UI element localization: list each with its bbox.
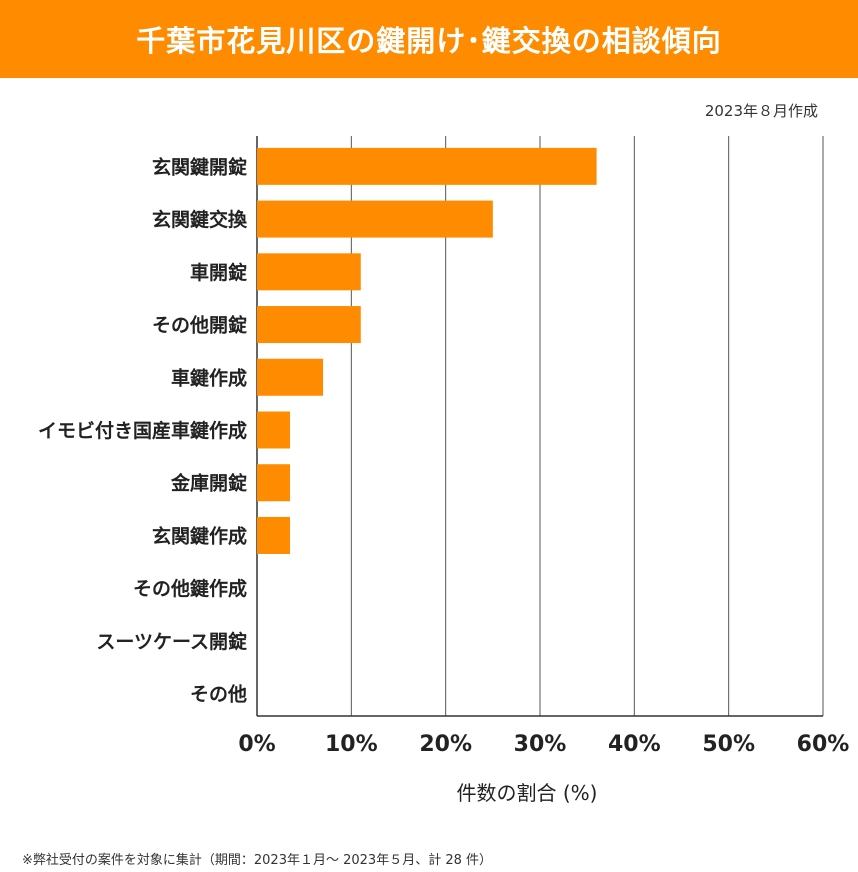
- category-label: スーツケース開錠: [96, 630, 247, 653]
- bar: [257, 306, 361, 344]
- category-label: イモビ付き国産車鍵作成: [38, 419, 247, 442]
- chart-title: 千葉市花見川区の鍵開け･鍵交換の相談傾向: [136, 24, 722, 58]
- category-label: 金庫開錠: [170, 472, 247, 495]
- date-label: 2023年８月作成: [704, 102, 818, 120]
- x-tick-label: 0%: [238, 732, 275, 757]
- category-label: 玄関鍵開錠: [152, 155, 247, 178]
- x-tick-label: 40%: [608, 732, 661, 757]
- x-tick-label: 60%: [797, 732, 850, 757]
- x-tick-label: 30%: [514, 732, 567, 757]
- bar: [257, 200, 493, 238]
- bar: [257, 411, 291, 449]
- category-label: 玄関鍵交換: [152, 208, 248, 231]
- category-label: その他: [190, 683, 247, 706]
- category-label: 車鍵作成: [171, 366, 247, 389]
- x-axis-label: 件数の割合 (%): [457, 781, 598, 805]
- category-label: その他鍵作成: [133, 577, 247, 600]
- bar: [257, 253, 361, 291]
- category-label: 玄関鍵作成: [152, 524, 247, 547]
- footnote: ※弊社受付の案件を対象に集計（期間：2023年１月～ 2023年５月、計 28 …: [22, 853, 492, 868]
- x-tick-label: 50%: [702, 732, 755, 757]
- title-bar: 千葉市花見川区の鍵開け･鍵交換の相談傾向: [0, 0, 858, 78]
- x-tick-label: 20%: [419, 732, 472, 757]
- bars: [257, 147, 597, 554]
- x-tick-label: 10%: [325, 732, 378, 757]
- category-label: 車開錠: [190, 261, 247, 284]
- bar: [257, 147, 597, 185]
- tick-labels: 0% 10% 20% 30% 40% 50% 60%: [238, 732, 849, 757]
- category-labels: 玄関鍵開錠玄関鍵交換車開錠その他開錠車鍵作成イモビ付き国産車鍵作成金庫開錠玄関鍵…: [38, 155, 248, 705]
- bar: [257, 358, 324, 396]
- category-label: その他開錠: [152, 314, 247, 337]
- bar: [257, 464, 291, 502]
- bar: [257, 516, 291, 554]
